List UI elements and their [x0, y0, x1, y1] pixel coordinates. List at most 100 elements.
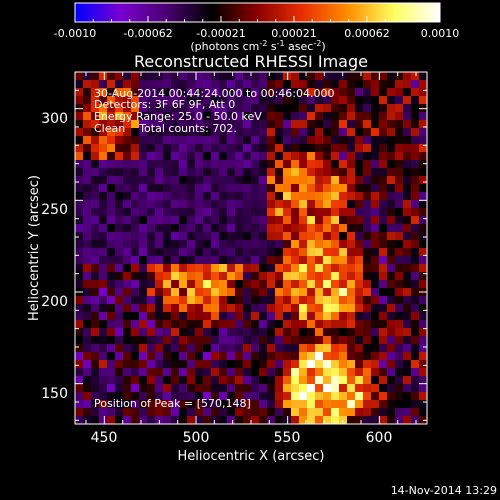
heatmap-cell [323, 88, 332, 97]
heatmap-cell [243, 152, 252, 161]
heatmap-cell [91, 288, 100, 297]
heatmap-cell [283, 280, 292, 289]
heatmap-cell [275, 288, 284, 297]
heatmap-cell [115, 144, 124, 153]
heatmap-cell [139, 408, 148, 417]
heatmap-cell [163, 144, 172, 153]
heatmap-cell [179, 344, 188, 353]
heatmap-cell [115, 176, 124, 185]
heatmap-cell [403, 392, 412, 401]
heatmap-cell [387, 136, 396, 145]
heatmap-cell [107, 224, 116, 233]
heatmap-cell [315, 120, 324, 129]
heatmap-cell [107, 384, 116, 393]
heatmap-cell [403, 376, 412, 385]
heatmap-cell [291, 144, 300, 153]
info-line-2: Energy Range: 25.0 - 50.0 keV [94, 110, 262, 123]
heatmap-cell [411, 272, 420, 281]
heatmap-cell [307, 72, 316, 81]
heatmap-cell [315, 152, 324, 161]
heatmap-cell [155, 320, 164, 329]
heatmap-cell [131, 152, 140, 161]
heatmap-cell [75, 392, 84, 401]
heatmap-cell [371, 88, 380, 97]
heatmap-cell [219, 80, 228, 89]
heatmap-cell [99, 168, 108, 177]
heatmap-cell [187, 120, 196, 129]
heatmap-cell [387, 144, 396, 153]
heatmap-cell [147, 128, 156, 137]
heatmap-cell [155, 352, 164, 361]
heatmap-cell [259, 88, 268, 97]
heatmap-cell [323, 256, 332, 265]
heatmap-cell [371, 360, 380, 369]
heatmap-cell [363, 160, 372, 169]
heatmap-cell [131, 168, 140, 177]
heatmap-cell [115, 296, 124, 305]
heatmap-cell [275, 296, 284, 305]
heatmap-cell [203, 104, 212, 113]
heatmap-cell [307, 320, 316, 329]
heatmap-cell [155, 408, 164, 417]
heatmap-cell [171, 400, 180, 409]
heatmap-cell [171, 144, 180, 153]
heatmap-cell [219, 240, 228, 249]
heatmap-cell [355, 136, 364, 145]
heatmap-cell [195, 160, 204, 169]
heatmap-cell [91, 72, 100, 81]
heatmap-cell [267, 120, 276, 129]
heatmap-cell [115, 200, 124, 209]
heatmap-cell [139, 200, 148, 209]
heatmap-cell [107, 312, 116, 321]
heatmap-cell [155, 344, 164, 353]
heatmap-cell [107, 296, 116, 305]
heatmap-cell [395, 416, 404, 424]
heatmap-cell [371, 288, 380, 297]
heatmap-cell [267, 240, 276, 249]
heatmap-cell [363, 144, 372, 153]
heatmap-cell [75, 216, 84, 225]
heatmap-cell [339, 264, 348, 273]
heatmap-cell [99, 408, 108, 417]
heatmap-cell [131, 376, 140, 385]
heatmap-cell [163, 240, 172, 249]
heatmap-cell [411, 104, 420, 113]
heatmap-cell [339, 312, 348, 321]
heatmap-cell [163, 352, 172, 361]
heatmap-cell [99, 264, 108, 273]
heatmap-cell [139, 320, 148, 329]
heatmap-cell [307, 384, 316, 393]
heatmap-cell [307, 352, 316, 361]
heatmap-cell [259, 312, 268, 321]
heatmap-cell [419, 88, 427, 97]
heatmap-cell [147, 120, 156, 129]
heatmap-cell [171, 128, 180, 137]
heatmap-cell [275, 96, 284, 105]
heatmap-cell [195, 192, 204, 201]
heatmap-cell [99, 176, 108, 185]
heatmap-cell [291, 104, 300, 113]
heatmap-cell [371, 144, 380, 153]
heatmap-cell [291, 304, 300, 313]
heatmap-cell [363, 288, 372, 297]
heatmap-cell [171, 336, 180, 345]
heatmap-cell [179, 208, 188, 217]
heatmap-cell [395, 336, 404, 345]
heatmap-cell [75, 368, 84, 377]
heatmap-cell [307, 200, 316, 209]
heatmap-cell [83, 152, 92, 161]
heatmap-cell [155, 296, 164, 305]
heatmap-cell [155, 152, 164, 161]
heatmap-cell [355, 216, 364, 225]
heatmap-cell [91, 232, 100, 241]
heatmap-cell [291, 272, 300, 281]
heatmap-cell [171, 312, 180, 321]
heatmap-cell [115, 88, 124, 97]
heatmap-cell [139, 272, 148, 281]
heatmap-cell [291, 240, 300, 249]
heatmap-cell [315, 80, 324, 89]
heatmap-cell [339, 216, 348, 225]
heatmap-cell [171, 160, 180, 169]
heatmap-cell [235, 288, 244, 297]
heatmap-cell [315, 296, 324, 305]
